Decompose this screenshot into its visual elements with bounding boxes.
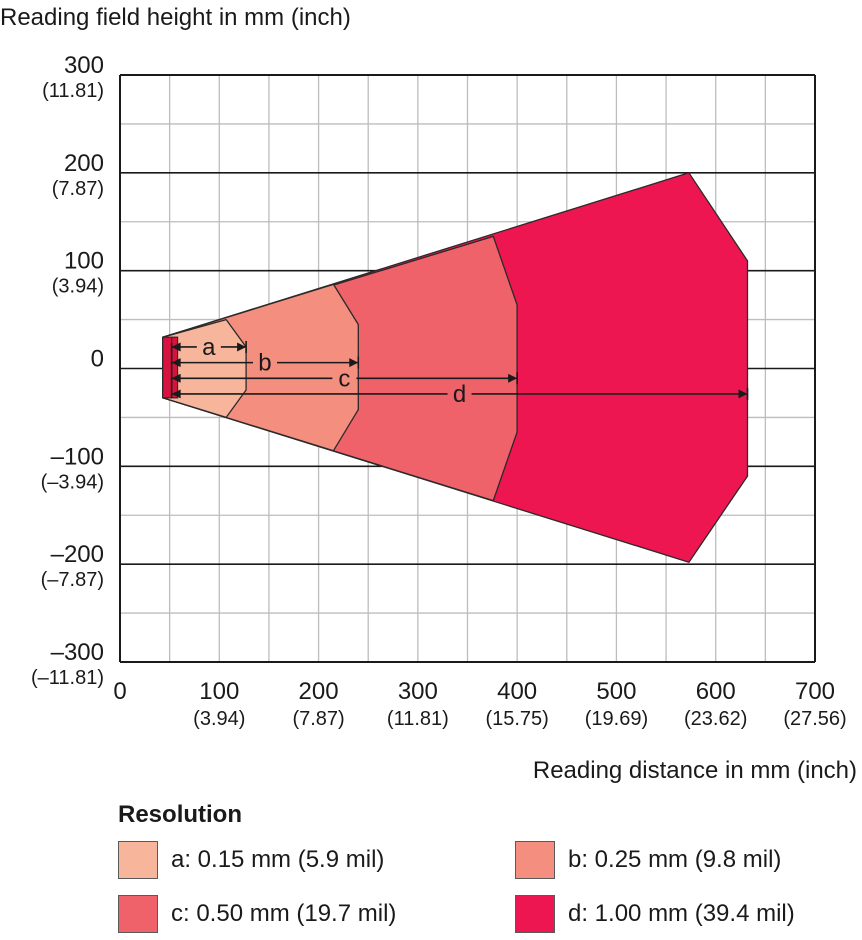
y-tick-label: –300 (51, 639, 104, 666)
legend-item-a: a: 0.15 mm (5.9 mil) (118, 840, 515, 880)
y-tick-label: 0 (91, 346, 104, 373)
x-axis-title: Reading distance in mm (inch) (533, 757, 857, 784)
dimension-label-c: c (338, 365, 350, 392)
legend-label-d: d: 1.00 mm (39.4 mil) (568, 900, 795, 927)
x-tick-label: 400 (497, 678, 537, 705)
y-tick-label: –200 (51, 541, 104, 568)
legend-label-a: a: 0.15 mm (5.9 mil) (171, 846, 385, 873)
y-tick-sublabel: (–3.94) (41, 471, 104, 493)
x-tick-label: 600 (696, 678, 736, 705)
y-axis-title: Reading field height in mm (inch) (0, 4, 351, 31)
x-tick-sublabel: (7.87) (292, 708, 344, 730)
dimension-label-d: d (453, 381, 466, 408)
y-tick-labels: 300(11.81) 200(7.87) 100(3.94) 0 –100(–3.94)… (31, 52, 104, 689)
x-tick-label: 500 (596, 678, 636, 705)
x-tick-sublabel: (3.94) (193, 708, 245, 730)
x-tick-sublabel: (15.75) (485, 708, 548, 730)
legend-item-c: c: 0.50 mm (19.7 mil) (118, 894, 515, 934)
legend-item-b: b: 0.25 mm (9.8 mil) (515, 840, 858, 880)
y-tick-sublabel: (11.81) (42, 80, 104, 102)
legend: Resolution a: 0.15 mm (5.9 mil) b: 0.25 … (118, 798, 858, 934)
dimension-label-a: a (202, 334, 216, 361)
x-tick-sublabel: (19.69) (585, 708, 648, 730)
y-tick-label: 200 (64, 150, 104, 177)
x-tick-sublabel: (27.56) (783, 708, 846, 730)
resolution-areas (162, 172, 749, 563)
y-tick-label: –100 (51, 443, 104, 470)
y-tick-label: 300 (64, 52, 104, 79)
x-tick-sublabel: (11.81) (387, 708, 449, 730)
legend-label-b: b: 0.25 mm (9.8 mil) (568, 846, 782, 873)
legend-title: Resolution (118, 801, 242, 828)
y-tick-sublabel: (–7.87) (41, 569, 104, 591)
x-tick-label: 200 (299, 678, 339, 705)
legend-swatch-d (515, 895, 555, 933)
dimension-arrows: a b c d (170, 334, 749, 408)
dimension-label-b: b (258, 350, 271, 377)
legend-swatch-c (118, 895, 158, 933)
x-tick-sublabel: (23.62) (684, 708, 747, 730)
legend-label-c: c: 0.50 mm (19.7 mil) (171, 900, 397, 927)
y-tick-label: 100 (64, 248, 104, 275)
x-tick-label: 300 (398, 678, 438, 705)
legend-item-d: d: 1.00 mm (39.4 mil) (515, 894, 858, 934)
legend-swatch-b (515, 841, 555, 879)
x-tick-label: 700 (795, 678, 835, 705)
legend-items: a: 0.15 mm (5.9 mil) b: 0.25 mm (9.8 mil… (118, 840, 858, 934)
y-tick-sublabel: (3.94) (52, 276, 104, 298)
y-tick-sublabel: (–11.81) (31, 667, 104, 689)
y-tick-sublabel: (7.87) (52, 178, 104, 200)
legend-swatch-a (118, 841, 158, 879)
x-tick-label: 100 (199, 678, 239, 705)
reading-field-chart: Reading field height in mm (inch) a b c d 0… (0, 4, 857, 784)
x-tick-label: 0 (113, 678, 126, 705)
x-tick-labels: 0 100 (3.94) 200 (7.87) 300 (11.81) 400 (15.75) 5… (113, 678, 846, 730)
